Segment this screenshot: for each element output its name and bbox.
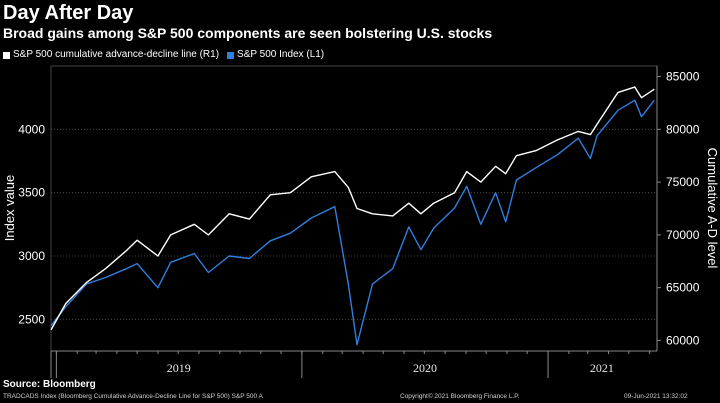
copyright: Copyright© 2021 Bloomberg Finance L.P.	[400, 393, 520, 400]
left-axis-title: Index value	[2, 175, 17, 242]
right-axis-title: Cumulative A-D level	[705, 148, 720, 269]
left-tick-label: 4000	[18, 122, 45, 136]
legend-label-spx: S&P 500 Index (L1)	[237, 49, 325, 60]
right-tick-label: 80000	[666, 122, 700, 136]
x-tick-label: 2021	[590, 361, 614, 375]
right-tick-label: 70000	[666, 228, 700, 242]
source-note: Source: Bloomberg	[3, 379, 96, 390]
spx-series	[50, 99, 655, 346]
index-note: TRADCADS Index (Bloomberg Cumulative Adv…	[3, 393, 263, 400]
x-tick-label: 2020	[413, 361, 437, 375]
left-tick-label: 3500	[18, 186, 45, 200]
timestamp: 09-Jun-2021 13:32:02	[624, 393, 688, 400]
x-tick-label: 2019	[167, 361, 191, 375]
right-tick-label: 75000	[666, 175, 700, 189]
legend: S&P 500 cumulative advance-decline line …	[3, 49, 324, 61]
left-tick-label: 2500	[18, 312, 45, 326]
legend-item-ad-line: S&P 500 cumulative advance-decline line …	[3, 49, 219, 61]
chart-subtitle: Broad gains among S&P 500 components are…	[3, 25, 493, 41]
legend-item-spx: S&P 500 Index (L1)	[227, 49, 324, 61]
left-tick-label: 3000	[18, 249, 45, 263]
ad-line-series	[50, 86, 655, 331]
legend-label-ad-line: S&P 500 cumulative advance-decline line …	[13, 49, 220, 60]
legend-swatch-spx	[227, 51, 235, 59]
legend-swatch-ad-line	[3, 51, 10, 59]
right-tick-label: 65000	[666, 281, 700, 295]
right-tick-label: 85000	[666, 70, 700, 84]
plot-frame	[50, 65, 658, 352]
right-tick-label: 60000	[666, 333, 700, 347]
chart-title: Day After Day	[3, 2, 134, 24]
